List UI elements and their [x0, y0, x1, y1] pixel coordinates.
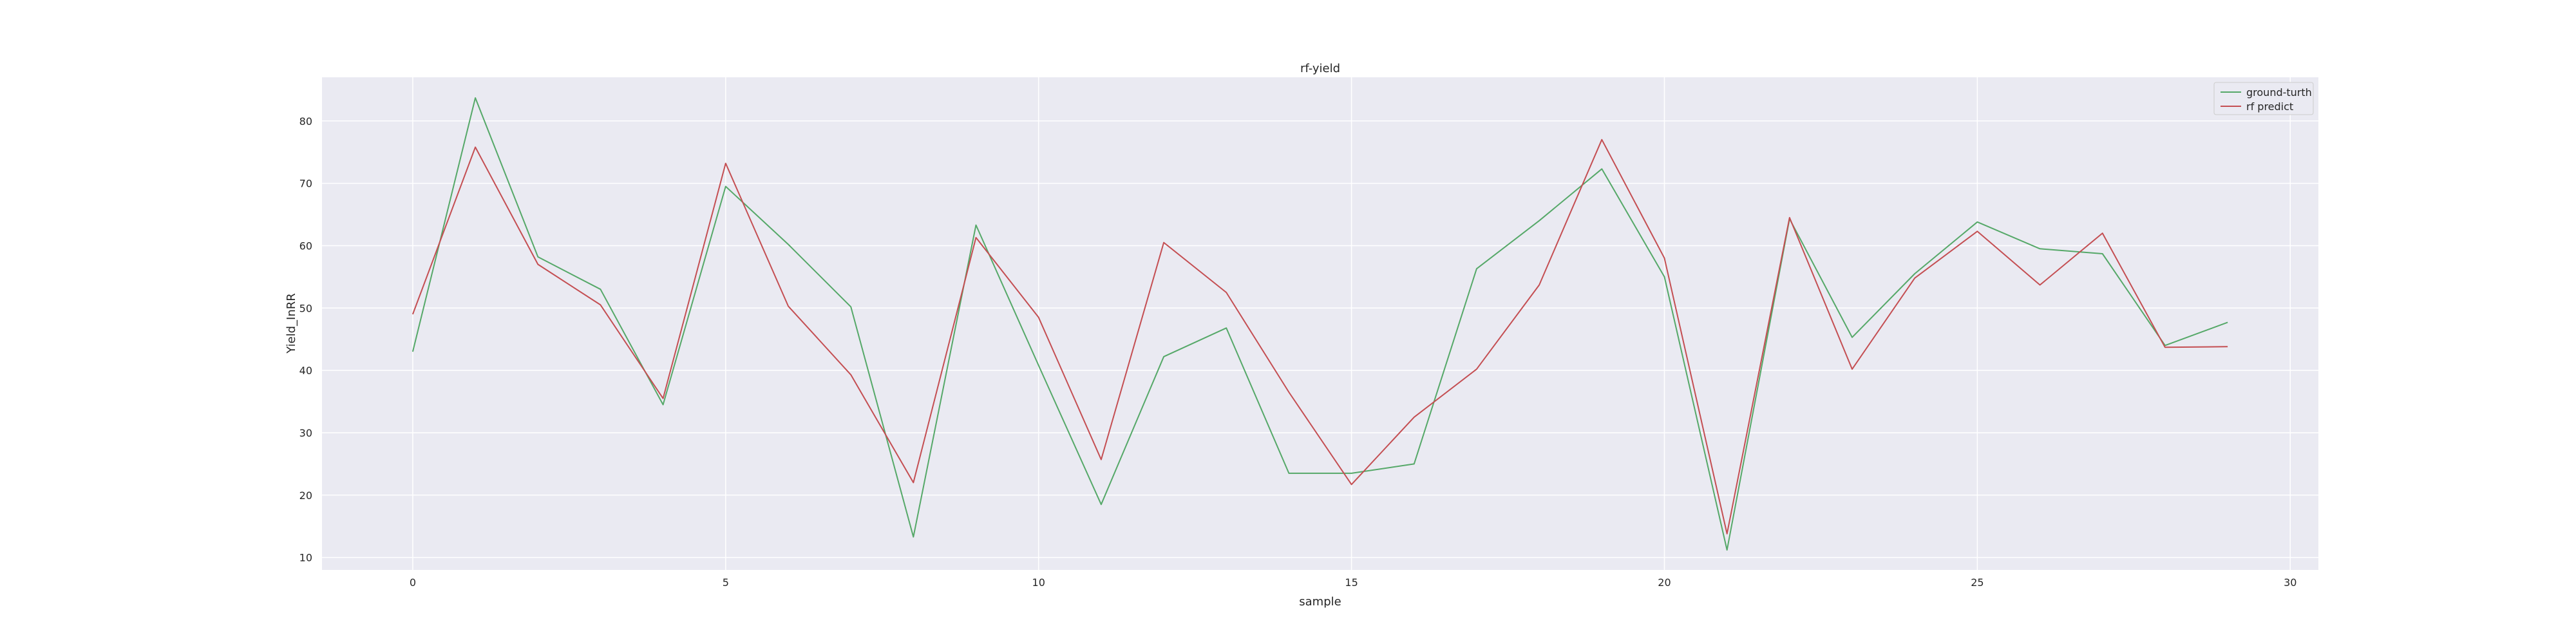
y-tick-label: 10 [299, 552, 312, 564]
y-tick-label: 40 [299, 365, 312, 377]
y-tick-labels: 10 20 30 40 50 60 70 80 [299, 115, 312, 564]
y-tick-label: 30 [299, 427, 312, 439]
y-tick-label: 80 [299, 115, 312, 128]
grid-x [412, 77, 2291, 570]
x-tick-label: 0 [410, 576, 416, 589]
y-tick-label: 50 [299, 302, 312, 314]
grid-y [322, 120, 2318, 558]
legend: ground-turth rf predict [2213, 82, 2314, 115]
x-tick-label: 5 [723, 576, 729, 589]
series-layer [412, 97, 2228, 551]
x-tick-label: 15 [1345, 576, 1358, 589]
x-tick-label: 25 [1971, 576, 1984, 589]
x-tick-label: 30 [2284, 576, 2297, 589]
series-line-rf-predict [412, 138, 2228, 535]
legend-label-rf-predict: rf predict [2246, 100, 2293, 113]
series-line-ground-turth [412, 97, 2228, 551]
legend-label-ground-turth: ground-turth [2246, 86, 2312, 99]
x-tick-label: 20 [1658, 576, 1671, 589]
y-axis-label: Yield_InRR [285, 293, 298, 354]
y-tick-label: 70 [299, 178, 312, 190]
x-tick-label: 10 [1032, 576, 1045, 589]
x-tick-labels: 0 5 10 15 20 25 30 [410, 576, 2297, 589]
chart-title: rf-yield [1300, 62, 1340, 75]
plot-area [322, 77, 2318, 570]
y-tick-label: 60 [299, 240, 312, 252]
x-axis-label: sample [1299, 595, 1341, 609]
y-tick-label: 20 [299, 489, 312, 502]
